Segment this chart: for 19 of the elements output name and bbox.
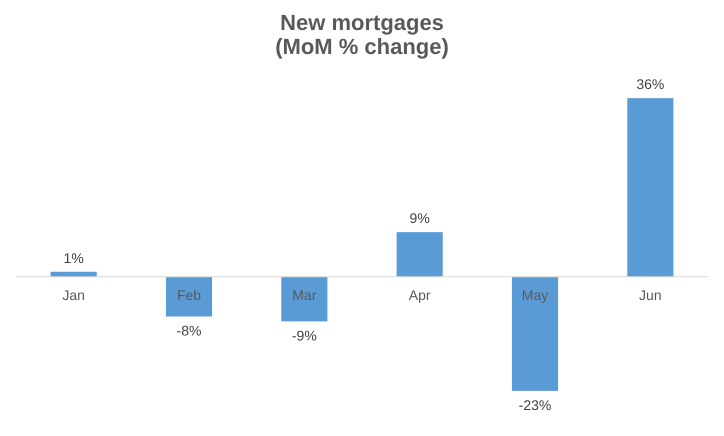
x-tick-label: May [522,286,548,303]
x-tick-label: Jun [639,286,662,303]
x-tick-label: Jan [62,286,85,303]
data-label: 9% [410,210,430,226]
data-label: 36% [636,76,664,92]
x-tick-label: Mar [292,286,317,303]
x-tick-label: Apr [408,286,431,303]
data-label: -9% [292,327,317,344]
bar [281,276,328,322]
data-label: 1% [64,250,84,266]
data-label: -23% [518,396,552,413]
data-label: -8% [176,322,202,338]
bar [512,276,558,391]
bar [396,232,443,277]
bar [50,272,97,277]
bar [166,276,212,316]
bar [627,98,674,277]
chart-title: New mortgages (MoM % change) [275,10,449,59]
x-tick-label: Feb [176,286,202,303]
